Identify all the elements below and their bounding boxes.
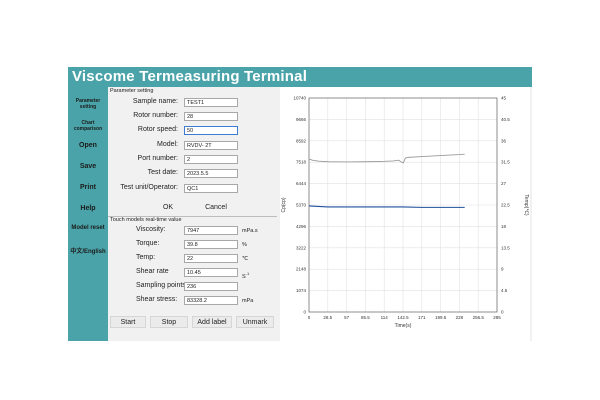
temp-value: 22 [184,254,238,263]
realtime-section-title: Touch models real-time value [110,217,182,223]
x-tick-label: 57 [344,315,350,320]
y-tick-label: 10740 [293,96,306,101]
model-field[interactable]: RVDV- 2T [184,141,238,150]
viscosity-value: 7947 [184,226,238,235]
y-right-tick-label: 45 [501,96,507,101]
test-unit-field[interactable]: QC1 [184,184,238,193]
sidebar-item-model-reset[interactable]: Model reset [71,225,105,231]
cancel-button[interactable]: Cancel [205,204,227,211]
sample-name-label: Sample name: [132,98,178,105]
sampling-points-label: Sampling points: [136,282,188,289]
sidebar-item-print[interactable]: Print [80,184,96,191]
sample-name-field[interactable]: TEST1 [184,98,238,107]
y-tick-label: 2148 [296,267,307,272]
title-bar: Viscome Termeasuring Terminal [68,67,532,87]
start-button[interactable]: Start [110,316,146,328]
sidebar-item-help[interactable]: Help [80,205,96,212]
test-unit-label: Test unit/Operator: [120,184,178,191]
y-right-tick-label: 0 [501,310,504,315]
x-tick-label: 142.5 [397,315,409,320]
temp-label: Temp: [136,254,156,261]
x-tick-label: 114 [381,315,389,320]
app-title: Viscome Termeasuring Terminal [72,68,308,85]
y-right-tick-label: 40.5 [501,117,510,122]
y-right-tick-label: 9 [501,267,504,272]
x-tick-label: 28.5 [323,315,332,320]
viscosity-series-line [308,153,465,164]
sidebar-item-label: comparison [73,126,103,132]
shear-stress-value: 83328.2 [184,296,238,305]
viscosity-label: Viscosity: [136,226,166,233]
rotor-number-field[interactable]: 28 [184,112,238,121]
shear-rate-value: 10.45 [184,268,238,277]
sidebar-item-label: setting [79,104,97,110]
sidebar: Parameter setting Chart comparison Open … [68,87,108,341]
torque-value: 39.8 [184,240,238,249]
sidebar-item-save[interactable]: Save [79,163,97,170]
y-right-tick-label: 22.5 [501,203,510,208]
rotor-speed-field[interactable]: 50 [184,126,238,135]
rotor-number-label: Rotor number: [133,112,178,119]
y-right-tick-label: 4.5 [501,288,508,293]
parameter-section-title: Parameter setting [110,88,154,94]
y-tick-label: 9666 [296,117,307,122]
torque-unit: % [242,242,247,248]
x-axis-title: Time(s) [395,323,412,329]
stop-button[interactable]: Stop [150,316,188,328]
x-tick-label: 85.5 [361,315,370,320]
shear-rate-label: Shear rate [136,268,169,275]
section-divider [108,216,277,217]
y-axis-title: Cp(cp) [281,197,287,212]
y-tick-label: 8592 [296,138,307,143]
y-tick-label: 0 [303,310,306,315]
x-tick-label: 228 [456,315,464,320]
rotor-speed-label: Rotor speed: [137,126,178,133]
shear-stress-unit: mPa [242,298,254,304]
x-tick-label: 0 [308,315,311,320]
torque-label: Torque: [136,240,160,247]
ok-button[interactable]: OK [162,204,174,211]
viscosity-unit: mPa.s [242,228,258,234]
x-tick-label: 285 [493,315,501,320]
y-right-tick-label: 27 [501,181,507,186]
sidebar-item-label: Parameter [75,98,101,104]
x-tick-label: 171 [418,315,426,320]
x-tick-label: 256.5 [473,315,485,320]
x-tick-label: 199.5 [435,315,447,320]
y-right-tick-label: 36 [501,138,507,143]
test-date-label: Test date: [147,169,178,176]
y-tick-label: 5370 [296,203,307,208]
port-number-field[interactable]: 2 [184,155,238,164]
unmark-button[interactable]: Unmark [236,316,274,328]
y-right-tick-label: 31.5 [501,160,510,165]
viscosity-temperature-chart: 0 28.5 57 85.5 114 142.5 171 199.5 228 256.5 28501… [281,96,529,330]
plot-frame [308,97,498,313]
test-date-field[interactable]: 2023.5.5 [184,169,238,178]
sidebar-item-open[interactable]: Open [79,142,97,149]
y-tick-label: 6444 [296,181,307,186]
y-right-axis-title: Temp(℃) [523,194,529,216]
temperature-series-line [308,205,465,208]
model-label: Model: [156,141,178,148]
temp-unit: ℃ [242,256,249,262]
sidebar-item-label: Chart [81,120,95,126]
y-tick-label: 1074 [296,288,307,293]
shear-rate-unit: S-1 [242,271,250,280]
y-tick-label: 4296 [296,224,307,229]
shear-stress-label: Shear stress: [136,296,178,303]
app-window: Viscome Termeasuring Terminal Parameter … [68,67,532,341]
sidebar-item-language[interactable]: 中文/English [70,249,106,255]
y-right-tick-label: 13.5 [501,245,510,250]
sampling-points-value: 236 [184,282,238,291]
left-panel: Parameter setting Sample name: TEST1 Rot… [108,87,277,341]
sidebar-item-parameter-setting[interactable]: Parameter setting [68,98,108,110]
add-label-button[interactable]: Add label [192,316,232,328]
y-right-tick-label: 18 [501,224,507,229]
chart-panel: 0 28.5 57 85.5 114 142.5 171 199.5 228 256.5 285 0 1… [280,87,530,341]
y-tick-label: 7518 [296,160,307,165]
sidebar-item-chart-comparison[interactable]: Chart comparison [68,120,108,132]
y-tick-label: 3222 [296,245,307,250]
port-number-label: Port number: [137,155,178,162]
